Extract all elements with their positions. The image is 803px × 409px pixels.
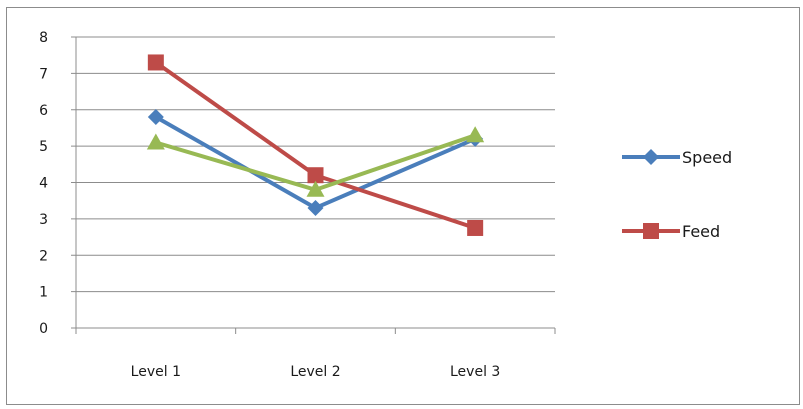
legend-marker (643, 223, 659, 239)
legend-item-feed: Feed (622, 222, 720, 241)
y-tick-label: 6 (39, 103, 48, 119)
series-group (146, 54, 485, 236)
legend-label: Speed (682, 148, 732, 167)
legend: Speed Feed (622, 148, 732, 241)
data-point (307, 199, 324, 216)
legend-marker (643, 149, 659, 165)
series-speed (147, 109, 484, 216)
y-tick-labels: 0 1 2 3 4 5 6 7 8 (39, 30, 48, 337)
y-tick-label: 8 (39, 30, 48, 46)
x-tick-label: Level 2 (290, 364, 340, 380)
y-tick-label: 5 (39, 139, 48, 155)
data-point (466, 126, 485, 143)
y-tick-label: 4 (39, 176, 48, 192)
series-feed (147, 54, 484, 236)
y-tick-label: 1 (39, 285, 48, 301)
data-point (147, 54, 164, 71)
series-unnamed-2 (146, 126, 485, 197)
y-tick-label: 3 (39, 212, 48, 228)
x-tick-label: Level 1 (131, 364, 181, 380)
y-tick-label: 0 (39, 321, 48, 337)
data-point (147, 109, 164, 126)
x-tick-labels: Level 1 Level 2 Level 3 (131, 364, 501, 380)
y-tick-label: 2 (39, 248, 48, 264)
data-point (146, 133, 165, 150)
x-tick-label: Level 3 (450, 364, 500, 380)
data-point (467, 219, 484, 236)
gridlines (76, 36, 555, 293)
data-point (306, 180, 325, 197)
legend-item-speed: Speed (622, 148, 732, 167)
legend-label: Feed (682, 222, 720, 241)
axes (71, 36, 556, 334)
data-point (307, 167, 324, 184)
y-tick-label: 7 (39, 66, 48, 82)
